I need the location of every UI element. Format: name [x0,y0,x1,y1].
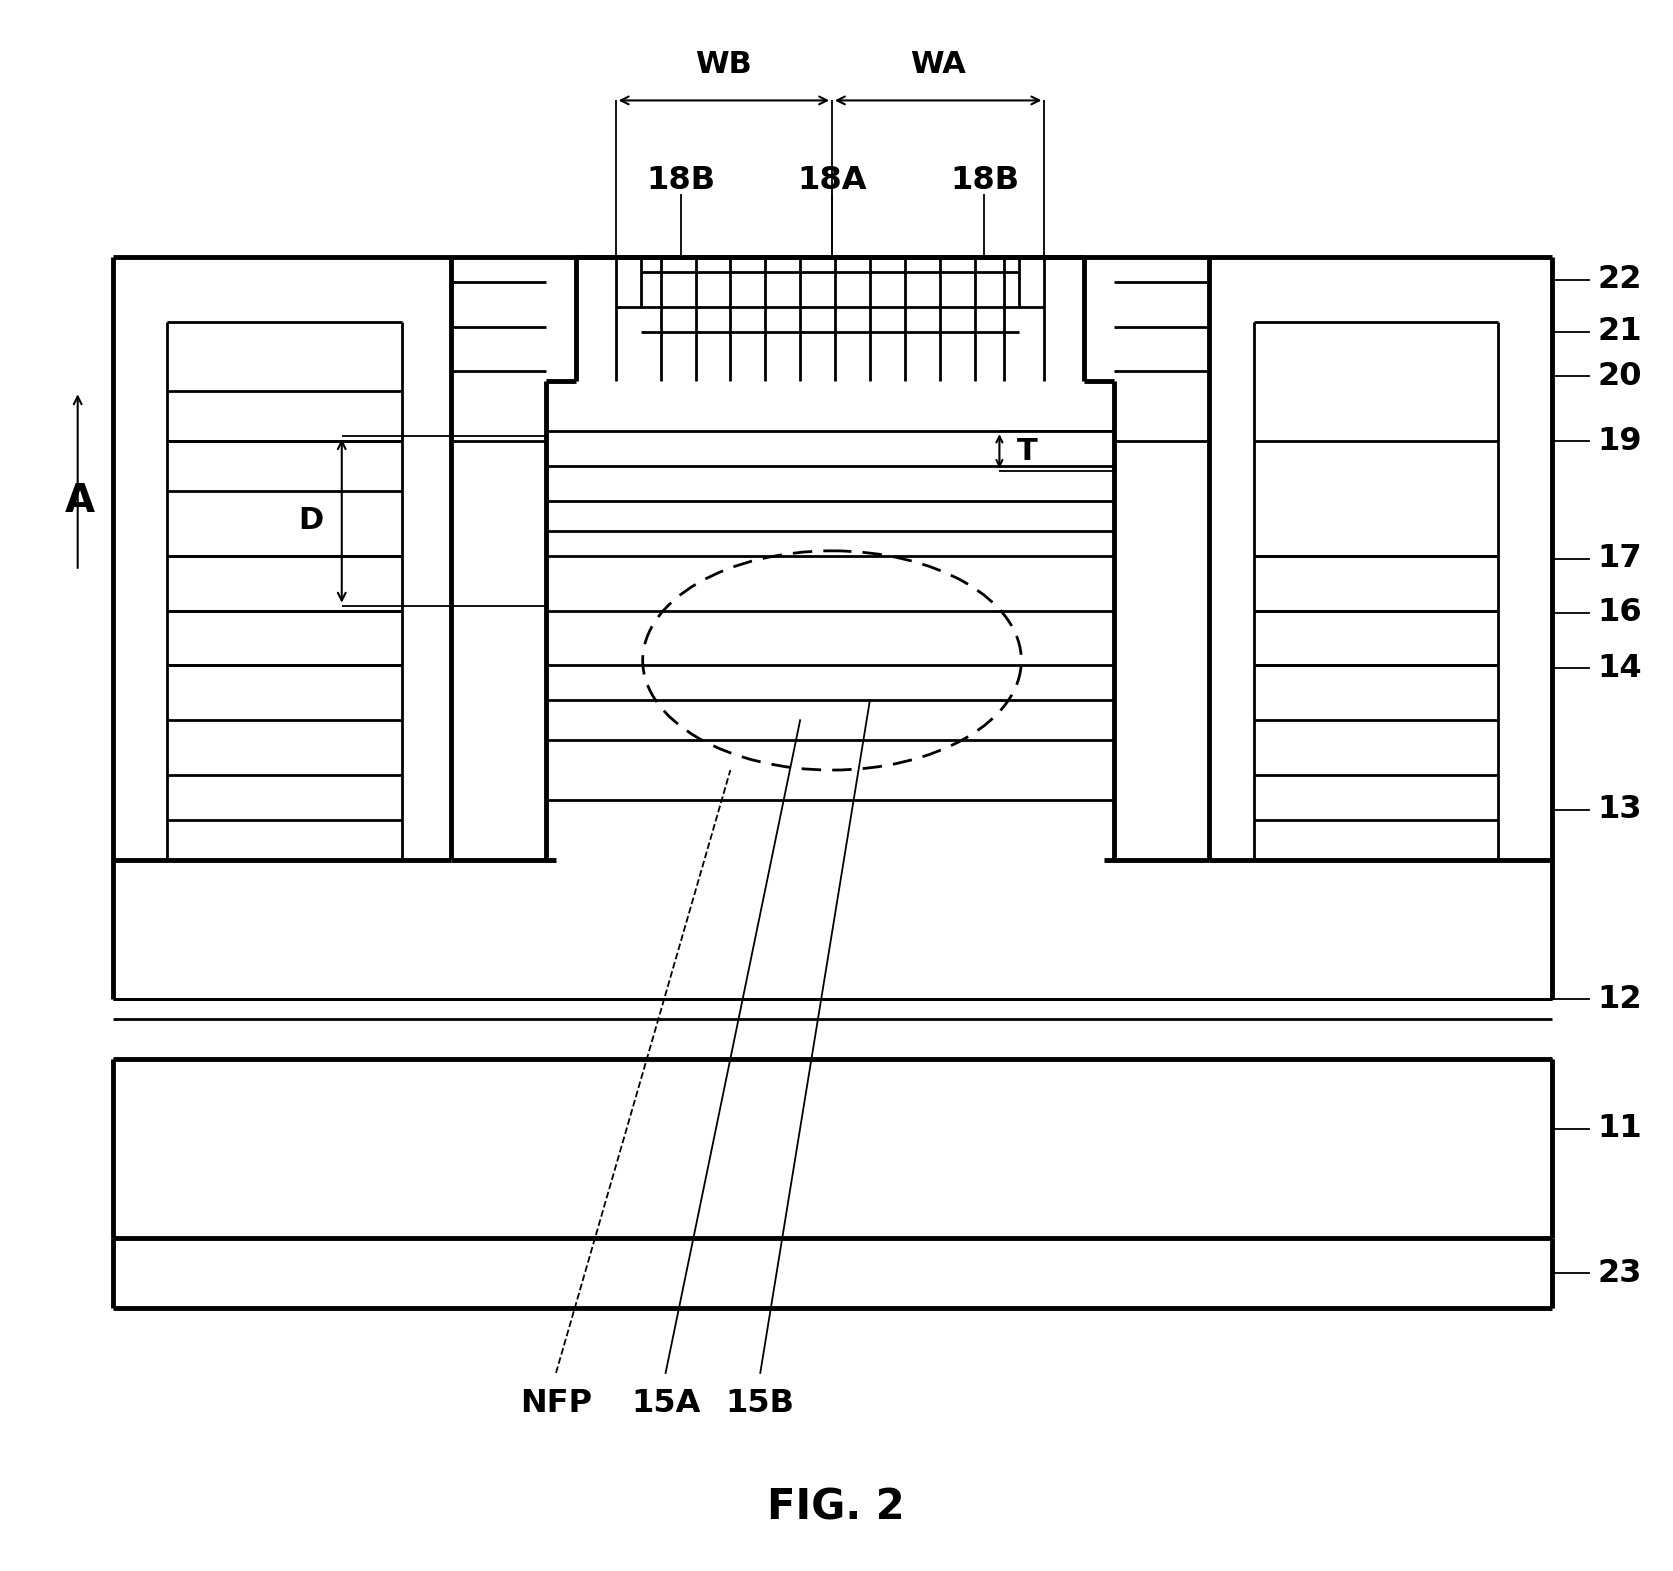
Text: D: D [298,506,325,536]
Text: 18B: 18B [646,165,714,196]
Text: NFP: NFP [520,1387,592,1419]
Text: WA: WA [910,50,965,79]
Text: WB: WB [696,50,753,79]
Text: 18B: 18B [950,165,1019,196]
Text: T: T [1017,437,1039,465]
Text: 16: 16 [1598,597,1641,628]
Text: 23: 23 [1598,1258,1641,1288]
Text: 20: 20 [1598,361,1641,391]
Text: 12: 12 [1598,983,1641,1015]
Text: 18A: 18A [798,165,867,196]
Text: 15B: 15B [726,1387,795,1419]
Text: 11: 11 [1598,1114,1643,1144]
Text: 15A: 15A [631,1387,701,1419]
Text: 19: 19 [1598,426,1641,457]
Text: 13: 13 [1598,795,1641,825]
Text: FIG. 2: FIG. 2 [768,1486,905,1529]
Text: 17: 17 [1598,544,1641,575]
Text: 22: 22 [1598,264,1641,295]
Text: A: A [65,482,95,520]
Text: 14: 14 [1598,654,1641,683]
Text: 21: 21 [1598,316,1641,347]
